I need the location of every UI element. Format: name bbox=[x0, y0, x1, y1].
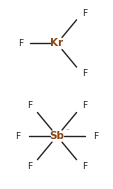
Text: F: F bbox=[15, 132, 20, 141]
Text: F: F bbox=[81, 162, 86, 171]
Text: F: F bbox=[27, 101, 32, 110]
Text: F: F bbox=[18, 39, 23, 48]
Text: Kr: Kr bbox=[50, 39, 63, 48]
Text: F: F bbox=[81, 69, 86, 78]
Text: F: F bbox=[27, 162, 32, 171]
Text: F: F bbox=[93, 132, 98, 141]
Text: Sb: Sb bbox=[49, 131, 64, 141]
Text: ⁻: ⁻ bbox=[65, 128, 69, 134]
Text: F: F bbox=[81, 9, 86, 18]
Text: F: F bbox=[81, 101, 86, 110]
